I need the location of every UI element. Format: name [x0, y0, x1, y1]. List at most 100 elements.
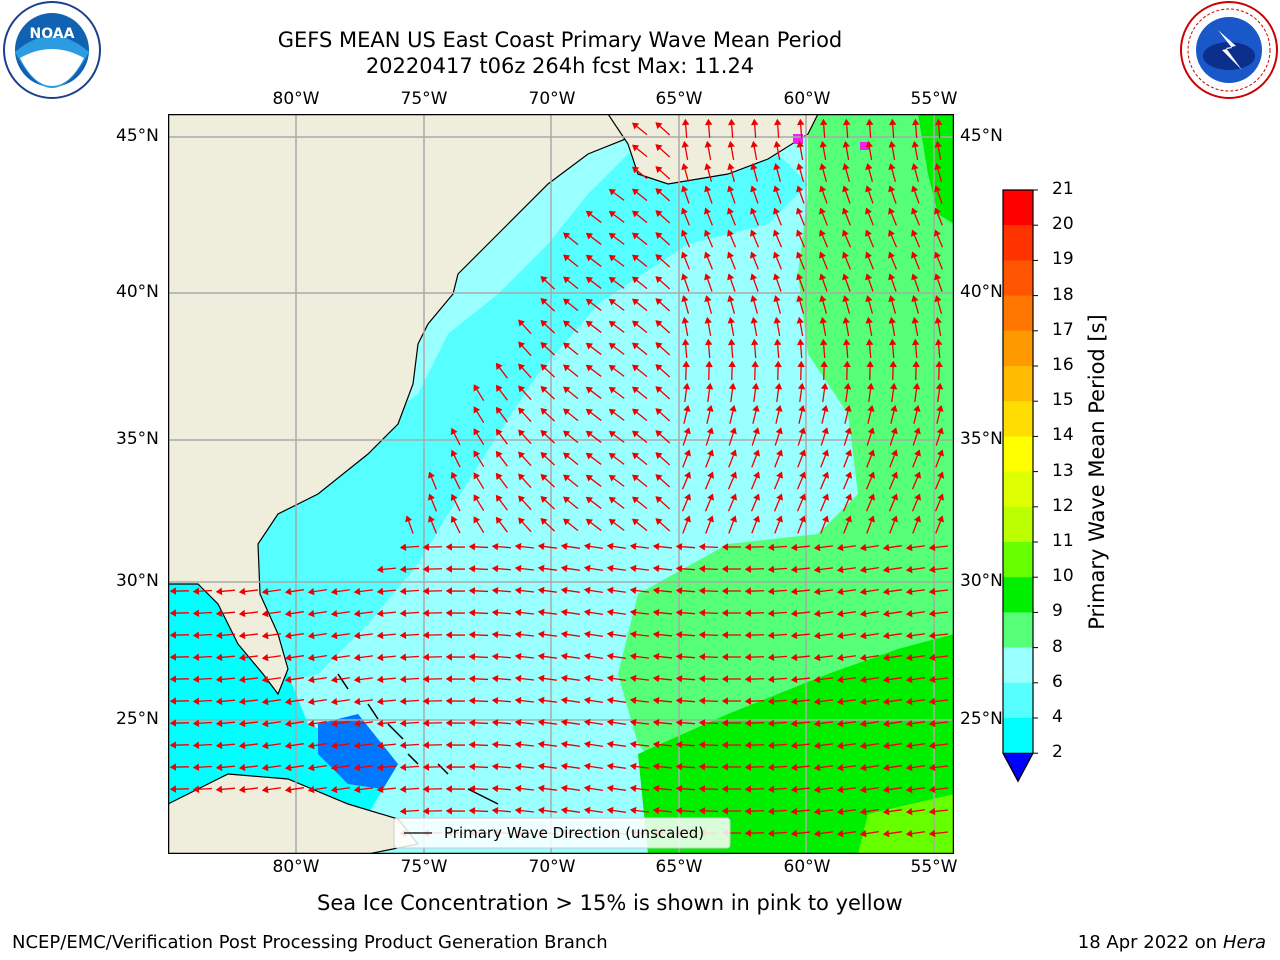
- wave-arrow: [473, 472, 485, 490]
- wave-arrow: [238, 653, 259, 662]
- footer-left: NCEP/EMC/Verification Post Processing Pr…: [12, 932, 608, 953]
- sea-ice-patch: [860, 142, 870, 150]
- wave-arrow: [912, 449, 921, 468]
- wave-arrow: [866, 449, 875, 468]
- wave-arrow: [675, 630, 696, 639]
- wave-arrow: [727, 118, 736, 139]
- wave-arrow: [675, 784, 696, 793]
- wave-arrow: [866, 382, 875, 403]
- wave-arrow: [928, 653, 949, 662]
- wave-arrow: [859, 807, 879, 816]
- wave-arrow: [796, 316, 804, 336]
- wave-arrow: [721, 653, 742, 661]
- wave-arrow: [261, 631, 282, 640]
- colorbar-segment: [1003, 295, 1033, 332]
- wave-arrow: [606, 608, 626, 617]
- wave-arrow: [704, 140, 712, 160]
- wave-arrow: [911, 163, 920, 182]
- wave-arrow: [468, 807, 489, 815]
- wave-arrow: [750, 140, 758, 160]
- wave-arrow: [882, 719, 902, 728]
- wave-arrow: [928, 675, 949, 684]
- wave-arrow: [836, 719, 857, 728]
- wave-arrow: [859, 675, 879, 684]
- wave-arrow: [468, 587, 489, 595]
- wave-arrow: [563, 254, 579, 268]
- wave-arrow: [468, 543, 489, 551]
- wave-arrow: [928, 763, 949, 772]
- wave-arrow: [675, 586, 696, 595]
- land-maritimes: [607, 114, 819, 185]
- wave-arrow: [698, 587, 719, 595]
- wave-arrow: [727, 295, 736, 314]
- wave-arrow: [813, 785, 834, 794]
- wave-arrow: [399, 565, 420, 573]
- wave-arrow: [790, 653, 811, 662]
- wave-arrow: [819, 140, 827, 160]
- wave-arrow: [330, 763, 351, 772]
- wave-arrow: [721, 543, 742, 551]
- wave-arrow: [491, 806, 512, 815]
- wave-arrow: [767, 829, 788, 838]
- wave-arrow: [935, 382, 944, 403]
- wave-arrow: [842, 338, 851, 359]
- wave-arrow: [353, 653, 374, 662]
- lat-label-left: 40°N: [116, 282, 159, 302]
- wave-arrow: [261, 653, 282, 662]
- wave-arrow: [491, 674, 512, 683]
- wave-arrow: [563, 474, 579, 488]
- wave-arrow: [773, 163, 782, 182]
- wave-arrow: [859, 719, 879, 728]
- wave-arrow: [284, 609, 304, 618]
- wave-arrow: [928, 807, 949, 816]
- lon-label-bottom: 65°W: [655, 857, 703, 877]
- wave-arrow: [729, 405, 737, 424]
- wave-arrow: [468, 741, 489, 749]
- wave-arrow: [583, 564, 603, 573]
- wave-arrow: [655, 452, 671, 466]
- wave-arrow: [790, 741, 811, 750]
- wave-arrow: [842, 471, 853, 490]
- wave-arrow: [399, 807, 420, 815]
- colorbar-segment: [1003, 471, 1033, 508]
- wave-arrow: [813, 653, 834, 662]
- wave-arrow: [865, 295, 874, 314]
- wave-arrow: [905, 587, 926, 596]
- wave-arrow: [911, 207, 920, 226]
- wave-arrow: [608, 254, 625, 267]
- wave-arrow: [911, 316, 919, 336]
- wave-arrow: [859, 763, 879, 772]
- wave-arrow: [773, 295, 782, 314]
- wave-arrow: [865, 316, 873, 336]
- wave-arrow: [744, 587, 765, 595]
- wave-arrow: [629, 608, 650, 617]
- wave-arrow: [813, 719, 834, 728]
- wave-arrow: [698, 785, 719, 793]
- wave-arrow: [514, 784, 535, 793]
- wave-arrow: [795, 229, 806, 248]
- wave-arrow: [445, 807, 466, 815]
- wave-arrow: [767, 785, 788, 794]
- wave-arrow: [841, 229, 852, 248]
- wave-arrow: [935, 427, 944, 446]
- wave-arrow: [215, 675, 236, 684]
- wave-arrow: [376, 719, 397, 728]
- colorbar-label: Primary Wave Mean Period [s]: [1085, 314, 1109, 630]
- wave-arrow: [307, 675, 327, 684]
- wave-arrow: [928, 631, 949, 640]
- wave-arrow: [655, 210, 671, 224]
- colorbar-segment: [1003, 260, 1033, 297]
- wave-arrow: [330, 653, 351, 662]
- wave-arrow: [606, 674, 626, 683]
- wave-arrow: [728, 449, 737, 468]
- wave-arrow: [721, 675, 742, 683]
- wave-arrow: [905, 807, 926, 816]
- wave-arrow: [353, 697, 374, 706]
- wave-arrow: [836, 565, 857, 574]
- wave-arrow: [682, 360, 690, 381]
- wave-arrow: [284, 741, 304, 750]
- wave-arrow: [537, 630, 558, 639]
- wave-arrow: [888, 140, 896, 160]
- wave-arrow: [750, 185, 759, 204]
- wave-arrow: [514, 696, 535, 705]
